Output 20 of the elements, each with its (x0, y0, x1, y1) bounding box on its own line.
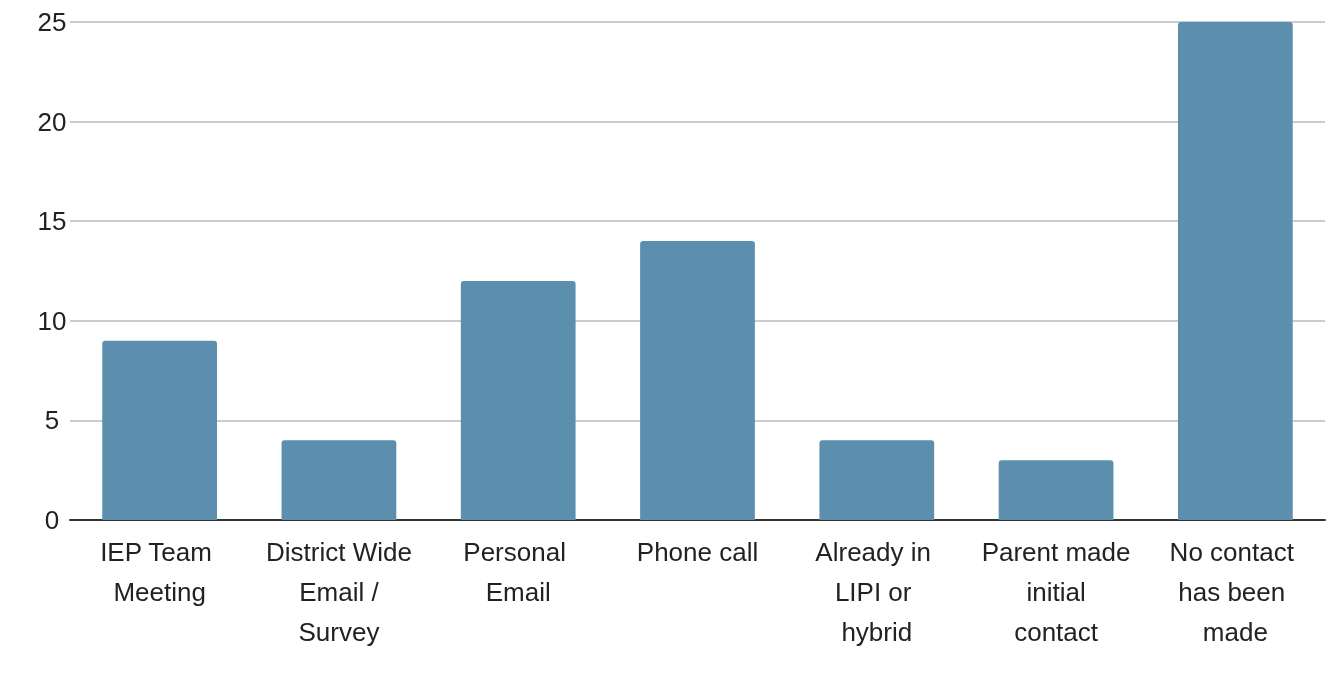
bar (1177, 22, 1293, 520)
bar (640, 241, 755, 520)
y-tick-label: 10 (37, 305, 67, 336)
bar (102, 340, 218, 520)
x-tick-label: No contact has been made (1169, 537, 1302, 647)
y-tick-label: 20 (37, 106, 67, 137)
bar (819, 440, 935, 520)
bar (998, 460, 1114, 520)
y-tick-label: 5 (44, 405, 60, 436)
x-tick-label: Personal Email (463, 537, 574, 607)
y-tick-label: 25 (37, 7, 67, 37)
bar (460, 280, 576, 520)
x-tick-label: District Wide Email / Survey (265, 537, 412, 647)
y-tick-label: 0 (44, 505, 60, 535)
x-tick-label: IEP Team Meeting (100, 537, 220, 607)
bar (281, 440, 397, 520)
y-tick-label: 15 (37, 206, 67, 237)
x-tick-label: Phone call (636, 537, 759, 567)
x-tick-label: Already in LIPI or hybrid (815, 537, 939, 647)
x-tick-label: Parent made initial contact (981, 537, 1131, 647)
